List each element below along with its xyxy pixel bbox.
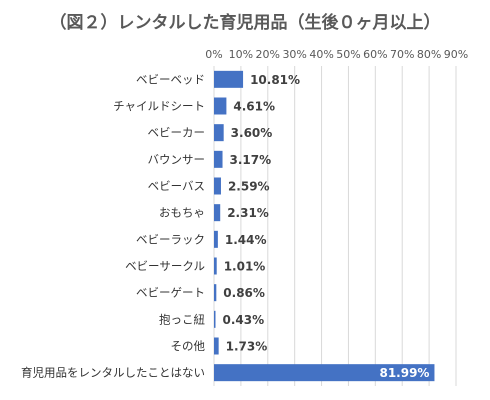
x-tick-label: 30% <box>282 48 306 61</box>
data-label: 0.86% <box>223 286 265 300</box>
data-label: 3.17% <box>230 153 272 167</box>
bar <box>214 310 216 328</box>
x-tick-label: 90% <box>444 48 468 61</box>
gridlines <box>213 66 457 386</box>
data-label: 4.61% <box>233 100 275 114</box>
data-label: 2.59% <box>228 180 270 194</box>
category-label: その他 <box>171 339 206 353</box>
bar <box>214 230 218 248</box>
x-tick-label: 20% <box>256 48 280 61</box>
data-label: 10.81% <box>250 73 300 87</box>
bar <box>214 204 221 222</box>
data-label: 81.99% <box>379 366 429 380</box>
category-label: ベビーラック <box>136 232 205 246</box>
x-tick-label: 50% <box>336 48 360 61</box>
data-label: 1.01% <box>224 260 266 274</box>
bar <box>214 97 227 115</box>
bar <box>214 70 244 88</box>
category-label: 抱っこ紐 <box>159 312 205 326</box>
bar <box>214 284 217 302</box>
labels: 0% 10% 20% 30% 40% 50% 60% 70% 80% 90% ベビーベッド 10.81… <box>21 48 468 380</box>
category-label: 育児用品をレンタルしたことはない <box>21 366 205 380</box>
bar <box>214 177 221 195</box>
bar <box>214 124 224 142</box>
x-tick-label: 40% <box>309 48 333 61</box>
bar <box>214 150 223 168</box>
category-label: ベビーゲート <box>136 286 205 300</box>
data-label: 0.43% <box>223 313 265 327</box>
x-tick-label: 10% <box>229 48 253 61</box>
x-tick-label: 60% <box>363 48 387 61</box>
category-label: ベビーベッド <box>136 72 205 86</box>
category-label: ベビーカー <box>148 126 206 140</box>
data-label: 1.44% <box>225 233 267 247</box>
category-label: チャイルドシート <box>113 99 205 113</box>
data-label: 2.31% <box>227 206 269 220</box>
category-label: ベビーサークル <box>125 259 205 273</box>
category-label: バウンサー <box>148 152 206 166</box>
data-label: 1.73% <box>226 340 268 354</box>
bars <box>214 70 435 382</box>
chart-title: （図２）レンタルした育児用品（生後０ヶ月以上） <box>50 12 441 33</box>
category-label: おもちゃ <box>159 206 205 220</box>
data-label: 3.60% <box>231 126 273 140</box>
bar <box>214 364 435 382</box>
x-tick-label: 0% <box>205 48 222 61</box>
bar <box>214 337 219 355</box>
bar <box>214 257 217 275</box>
x-tick-label: 70% <box>390 48 414 61</box>
category-label: ベビーバス <box>148 179 205 193</box>
x-tick-label: 80% <box>417 48 441 61</box>
